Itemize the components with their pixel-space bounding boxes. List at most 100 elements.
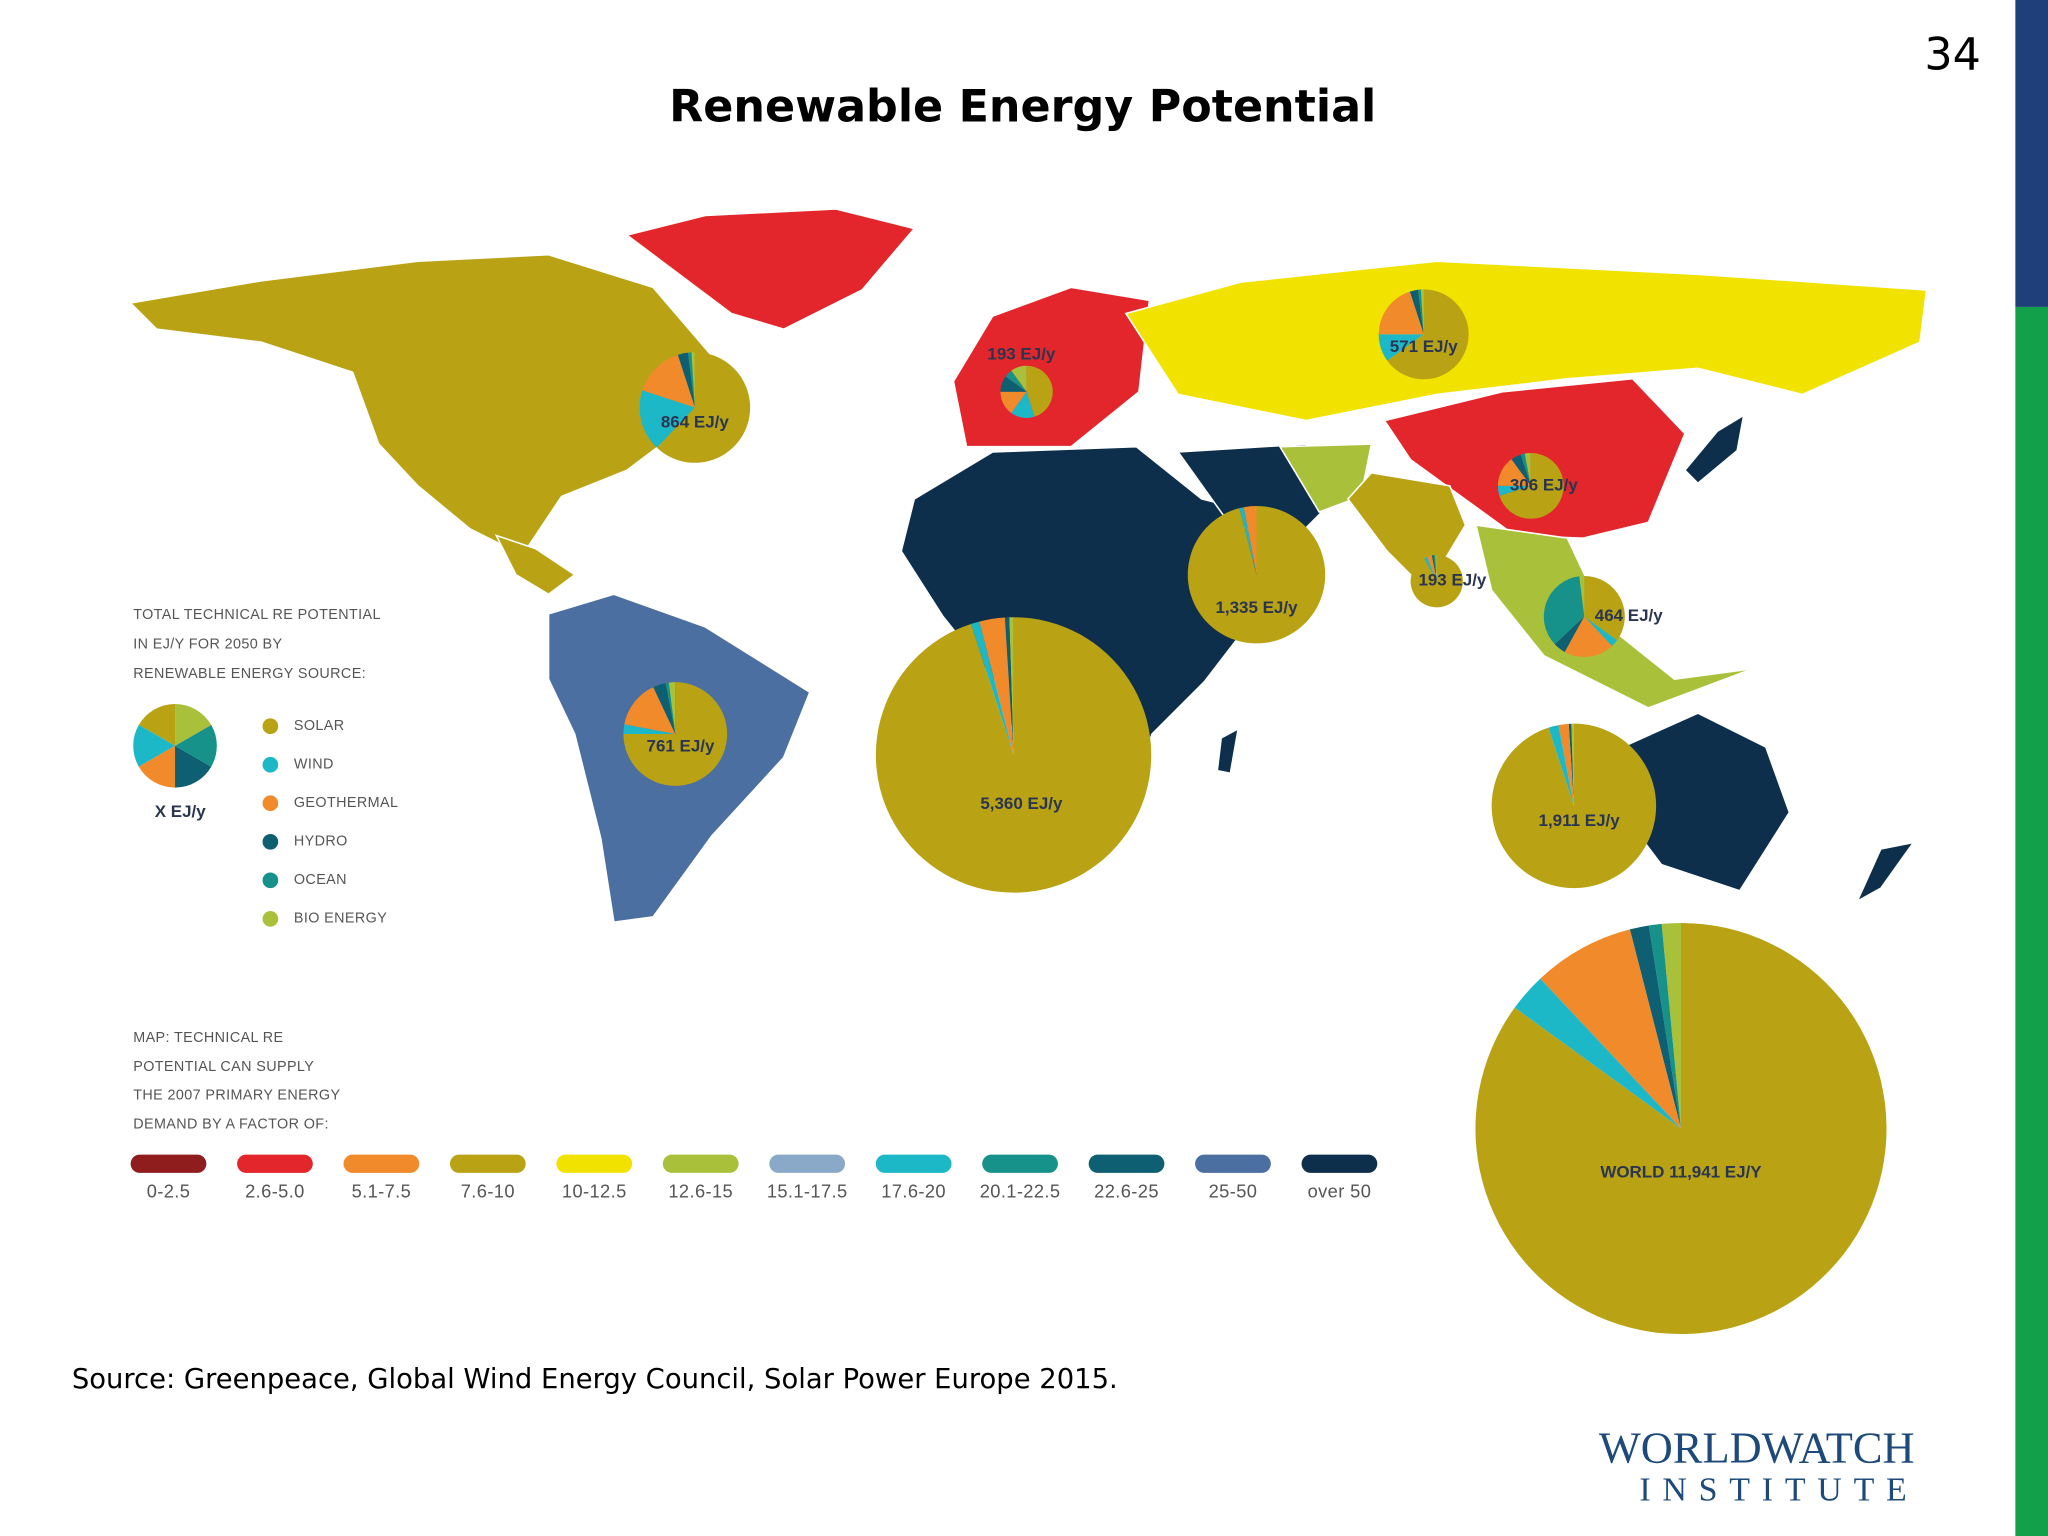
pie-slice	[1548, 725, 1574, 806]
pie: 464 EJ/y	[1543, 575, 1663, 658]
pie-label: 761 EJ/y	[647, 737, 715, 756]
pie-label: 5,360 EJ/y	[980, 794, 1063, 813]
page-number: 34	[1924, 29, 1981, 80]
pie-slice	[623, 724, 676, 735]
legend-swatch	[1195, 1154, 1271, 1173]
pie-slice	[1427, 555, 1437, 582]
pie-slice	[875, 617, 1152, 893]
legend-label: 0-2.5	[147, 1180, 191, 1201]
logo-line: INSTITUTE	[1639, 1472, 1918, 1509]
legend-label: 17.6-20	[881, 1180, 946, 1201]
legend-label: GEOTHERMAL	[294, 795, 398, 811]
pie-slice	[1648, 923, 1681, 1129]
legend-heading: RENEWABLE ENERGY SOURCE:	[133, 666, 366, 682]
pie-slice	[653, 683, 676, 735]
pie-slice	[1004, 617, 1014, 755]
pie-slice	[677, 352, 695, 408]
pie-slice	[1661, 922, 1681, 1129]
pie-slice	[1520, 453, 1531, 486]
pie-slice	[1239, 507, 1257, 575]
legend-dot	[262, 795, 279, 812]
pie-label: 571 EJ/y	[1390, 337, 1458, 356]
pie-layer: 864 EJ/y 193 EJ/y 571 EJ/y 306 EJ/y 1,335 EJ…	[623, 289, 1887, 1335]
legend-dot	[262, 833, 279, 850]
pie-label: 1,911 EJ/y	[1539, 811, 1621, 830]
legend-sample-label: X EJ/y	[155, 802, 207, 821]
pie-slice	[1410, 555, 1463, 608]
pie: 306 EJ/y	[1497, 452, 1578, 519]
pie-label: WORLD 11,941 EJ/Y	[1600, 1162, 1762, 1181]
legend-label: over 50	[1308, 1180, 1372, 1201]
pie: 1,335 EJ/y	[1187, 505, 1326, 644]
legend-label: 7.6-10	[461, 1180, 515, 1201]
pie-slice	[1011, 365, 1027, 392]
pie-slice	[1475, 922, 1887, 1335]
pie: 193 EJ/y	[1410, 555, 1487, 608]
pie-slice	[1571, 723, 1574, 806]
legend-label: 22.6-25	[1094, 1180, 1159, 1201]
pie-slice	[1420, 289, 1424, 335]
pie-label: 864 EJ/y	[661, 413, 729, 432]
legend: TOTAL TECHNICAL RE POTENTIAL IN EJ/Y FOR …	[130, 607, 1378, 1201]
pie-slice	[1409, 289, 1424, 335]
pie-slice	[1378, 291, 1424, 335]
pie-slice	[1418, 289, 1424, 335]
legend-label: 2.6-5.0	[245, 1180, 305, 1201]
pie: 193 EJ/y	[987, 345, 1056, 418]
pie-slice	[1584, 575, 1625, 641]
pie-label: 1,335 EJ/y	[1215, 598, 1298, 617]
pie-slice	[1514, 978, 1681, 1129]
legend-heading: DEMAND BY A FACTOR OF:	[133, 1116, 329, 1132]
legend-sample-slice	[138, 745, 176, 788]
legend-swatch	[1301, 1154, 1378, 1173]
legend-heading: IN EJ/Y FOR 2050 BY	[133, 636, 282, 652]
pie-slice	[1000, 391, 1027, 413]
pie-slice	[1000, 376, 1027, 392]
pie: WORLD 11,941 EJ/Y	[1475, 922, 1887, 1335]
pie-label: 193 EJ/y	[987, 345, 1055, 364]
pie-slice	[665, 682, 676, 735]
legend-swatch	[449, 1154, 526, 1173]
pie-slice	[1568, 723, 1574, 806]
pie-slice	[970, 621, 1014, 755]
legend-sample-slice	[138, 704, 176, 746]
pie-slice	[639, 390, 695, 448]
pie-slice	[1431, 555, 1437, 582]
pie-slice	[1524, 452, 1531, 486]
pie-slice	[1491, 723, 1657, 889]
pie-slice	[1558, 723, 1574, 806]
legend-swatch	[875, 1154, 952, 1173]
legend-heading: TOTAL TECHNICAL RE POTENTIAL	[133, 607, 381, 623]
legend-label: OCEAN	[294, 872, 347, 888]
legend-swatch	[769, 1154, 846, 1173]
pie-slice	[1629, 925, 1681, 1129]
pie-slice	[1511, 454, 1531, 486]
pie-slice	[1026, 365, 1053, 417]
pie-slice	[1497, 485, 1531, 497]
legend-label: 25-50	[1209, 1180, 1258, 1201]
legend-heading: THE 2007 PRIMARY ENERGY	[133, 1088, 340, 1104]
pie-slice	[1009, 617, 1014, 755]
title: Renewable Energy Potential	[669, 82, 1376, 133]
pie-slice	[1387, 289, 1469, 380]
legend-swatch	[662, 1154, 739, 1173]
pie-slice	[1424, 556, 1437, 582]
pie-slice	[1499, 452, 1564, 519]
pie-slice	[1554, 616, 1585, 652]
pie-label: 193 EJ/y	[1418, 571, 1486, 590]
source-note: Source: Greenpeace, Global Wind Energy C…	[72, 1364, 1118, 1395]
legend-dot	[262, 911, 279, 927]
pie-slice	[1540, 929, 1681, 1129]
legend-swatch	[343, 1154, 420, 1173]
pie: 5,360 EJ/y	[875, 617, 1152, 893]
pie-slice	[657, 352, 751, 463]
pie-slice	[687, 352, 695, 408]
logo-line: WORLDWATCH	[1599, 1423, 1915, 1473]
legend-sample-slice	[175, 745, 212, 788]
pie-slice	[1433, 555, 1437, 582]
side-bar-bottom	[2015, 306, 2048, 1536]
legend-dot	[262, 718, 279, 735]
legend-label: HYDRO	[294, 834, 348, 850]
legend-sample-slice	[175, 724, 217, 767]
